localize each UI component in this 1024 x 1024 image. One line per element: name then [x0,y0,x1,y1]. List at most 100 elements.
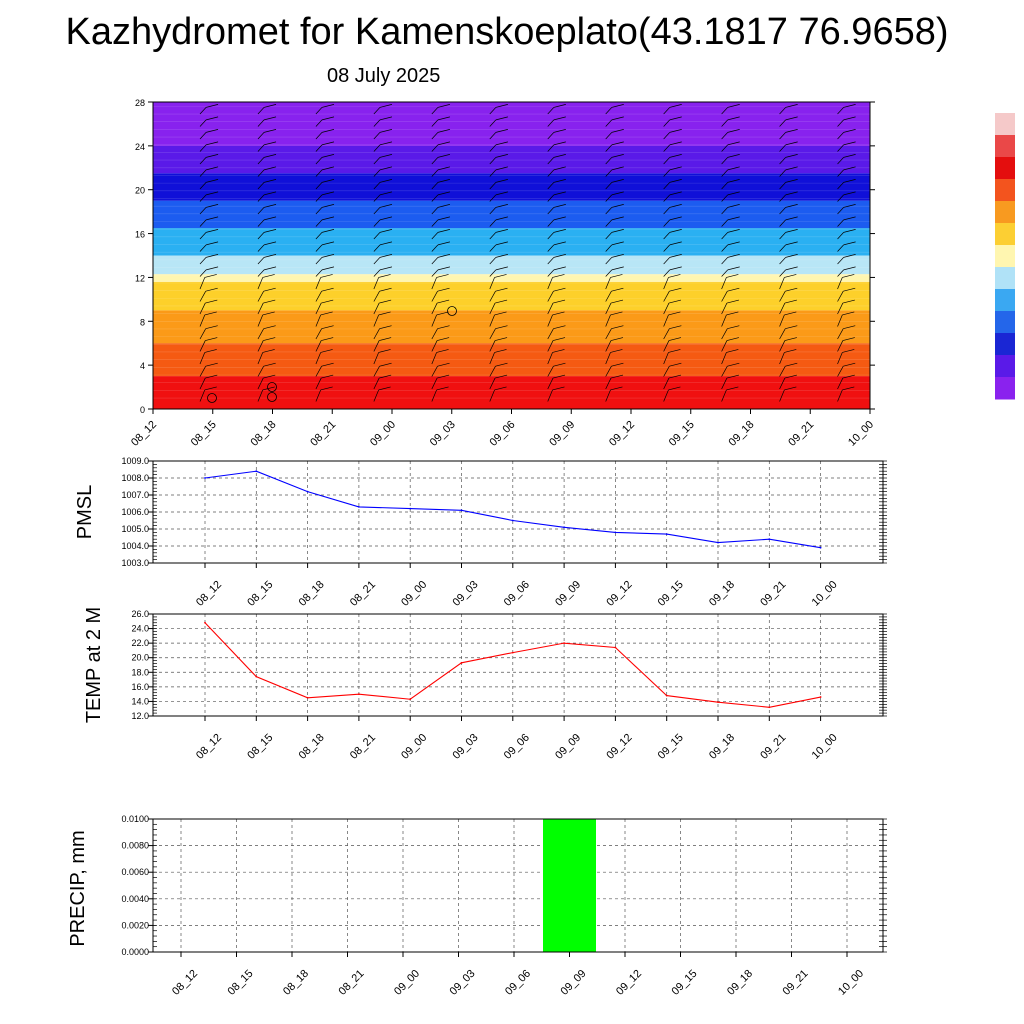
wind-barb-flag [379,241,393,246]
wind-barb-flag [611,266,624,271]
wind-barb-staff [779,389,785,402]
temp-panel: 12.0 14.0 16.0 18.0 20.0 22.0 24.0 26.0 08_12 08_… [83,607,887,762]
wind-barb-staff [605,107,613,115]
wind-barb-flag [378,311,391,316]
wind-barb-flag [610,299,624,304]
wind-barb-staff [489,182,497,190]
wind-barb-staff [547,314,553,327]
wind-barb-flag [843,179,856,183]
wind-barb-flag [379,287,392,292]
wind-barb-flag [379,337,392,341]
wind-barb-flag [553,216,566,221]
wind-barb-flag [553,229,566,233]
wind-barb-staff [257,144,265,152]
wind-barb-staff [257,328,264,340]
wind-barb-staff [663,277,669,290]
wind-barb-staff [373,107,381,115]
wind-barb-staff [721,194,728,202]
wind-barb-staff [837,169,844,177]
wind-barb-staff [605,328,612,340]
wind-barb-flag [262,386,275,391]
wind-barb-flag [206,166,219,171]
x-tick-label: 08_15 [245,732,275,762]
wind-barb-flag [668,337,682,341]
wind-barb-staff [779,244,786,252]
wind-barb-flag [379,204,393,208]
wind-barb-staff [373,232,381,240]
x-tick-label: 09_06 [502,579,532,609]
wind-barb-staff [547,328,554,340]
wind-barb-staff [837,352,843,365]
wind-barb-staff [373,169,381,177]
wind-barb-staff [431,277,437,290]
wind-barb-flag [321,166,335,171]
wind-barb-staff [489,132,497,140]
wind-barb-staff [547,340,554,352]
wind-barb-staff [373,257,381,265]
wind-barb-flag [437,129,451,133]
wind-barb-staff [489,328,496,340]
wind-barb-staff [199,352,206,365]
wind-barb-flag [553,266,566,271]
wind-barb-flag [437,362,450,367]
wind-barb-staff [779,169,786,177]
wind-barb-staff [605,144,613,152]
x-tick-label: 09_06 [503,968,533,998]
wind-barb-staff [489,340,496,352]
wind-barb-staff [721,269,728,277]
wind-barb-flag [494,386,507,391]
wind-barb-staff [431,132,439,140]
wind-barb-flag [843,216,856,221]
wind-barb-flag [206,154,219,158]
wind-barb-flag [263,154,277,158]
wind-barb-staff [547,389,553,402]
wind-barb-flag [727,166,740,171]
wind-barb-flag [669,266,682,271]
wind-barb-staff [779,219,786,227]
wind-barb-staff [257,269,265,277]
x-tick-label: 09_18 [725,968,755,998]
wind-barb-staff [373,219,381,227]
wind-barb-staff [605,366,612,377]
wind-barb-flag [436,349,449,353]
wind-barb-staff [199,340,206,352]
wind-barb-flag [843,287,856,292]
wind-barb-flag [494,299,508,304]
wind-barb-flag [669,191,682,196]
wind-barb-flag [437,287,450,292]
wind-barb-flag [263,116,277,121]
wind-barb-flag [263,204,277,208]
wind-barb-flag [206,241,219,246]
wind-barb-staff [257,257,265,265]
wind-barb-staff [721,291,728,302]
wind-barb-staff [779,119,786,127]
wind-barb-staff [663,257,671,265]
wind-barb-flag [205,299,218,304]
wind-barb-staff [779,132,786,140]
data-point [409,698,412,701]
x-tick-label: 08_12 [194,579,224,609]
wind-barb-flag [495,141,508,146]
wind-barb-flag [727,241,740,246]
wind-barb-flag [726,349,739,353]
colorbar-swatch-3 [995,179,1015,202]
wind-barb-flag [436,311,449,316]
wind-barb-flag [610,274,623,278]
data-point [255,675,258,678]
wind-barb-staff [663,352,669,365]
wind-barb-flag [727,216,740,221]
wind-barb-staff [489,389,495,402]
wind-barb-flag [436,386,449,391]
colorbar-swatch-9 [995,311,1015,334]
x-tick-label: 10_00 [836,968,866,998]
wind-barb-flag [437,216,451,221]
wind-barb-flag [495,154,508,158]
wind-barb-staff [779,194,786,202]
wind-barb-flag [785,287,798,292]
wind-barb-flag [611,216,624,221]
x-tick-label: 09_09 [553,579,583,609]
wind-barb-flag [843,325,856,330]
colorbar-swatch-6 [995,245,1015,268]
wind-barb-staff [199,366,207,377]
